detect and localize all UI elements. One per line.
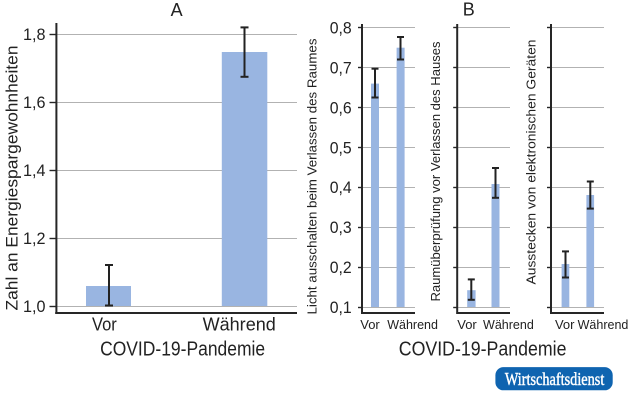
svg-text:Während: Während [578, 317, 629, 332]
svg-text:B: B [463, 0, 475, 20]
svg-text:Vor: Vor [457, 317, 477, 332]
svg-text:0,1: 0,1 [330, 298, 352, 317]
svg-text:Vor: Vor [360, 317, 380, 332]
svg-text:COVID-19-Pandemie: COVID-19-Pandemie [100, 339, 265, 361]
svg-text:1,4: 1,4 [23, 161, 46, 180]
svg-text:Vor: Vor [555, 317, 575, 332]
svg-text:0,7: 0,7 [330, 58, 352, 77]
svg-text:A: A [171, 0, 183, 20]
svg-text:0,8: 0,8 [330, 19, 352, 38]
svg-text:1,8: 1,8 [23, 25, 46, 44]
svg-text:0,3: 0,3 [330, 218, 352, 237]
svg-text:Licht ausschalten beim Verlass: Licht ausschalten beim Verlassen des Rau… [305, 38, 320, 314]
svg-text:Während: Während [387, 317, 438, 332]
svg-text:0,6: 0,6 [330, 98, 352, 117]
svg-text:Während: Während [483, 317, 534, 332]
svg-text:0,5: 0,5 [330, 138, 352, 157]
svg-text:1,6: 1,6 [23, 93, 46, 112]
svg-text:0,2: 0,2 [330, 258, 352, 277]
svg-text:Wirtschaftsdienst: Wirtschaftsdienst [505, 369, 605, 389]
svg-text:Raumüberprüfung vor Verlassen: Raumüberprüfung vor Verlassen des Hauses [428, 41, 443, 301]
svg-text:Während: Während [203, 315, 276, 335]
svg-text:Vor: Vor [92, 315, 117, 335]
svg-text:1,0: 1,0 [23, 297, 46, 316]
svg-text:Ausstecken von elektronischen: Ausstecken von elektronischen Geräten [524, 40, 539, 285]
svg-text:1,2: 1,2 [23, 229, 46, 248]
svg-text:COVID-19-Pandemie: COVID-19-Pandemie [399, 339, 567, 361]
svg-text:Zahl an Energiespargewohnheite: Zahl an Energiespargewohnheiten [3, 46, 22, 311]
svg-text:0,4: 0,4 [330, 178, 352, 197]
